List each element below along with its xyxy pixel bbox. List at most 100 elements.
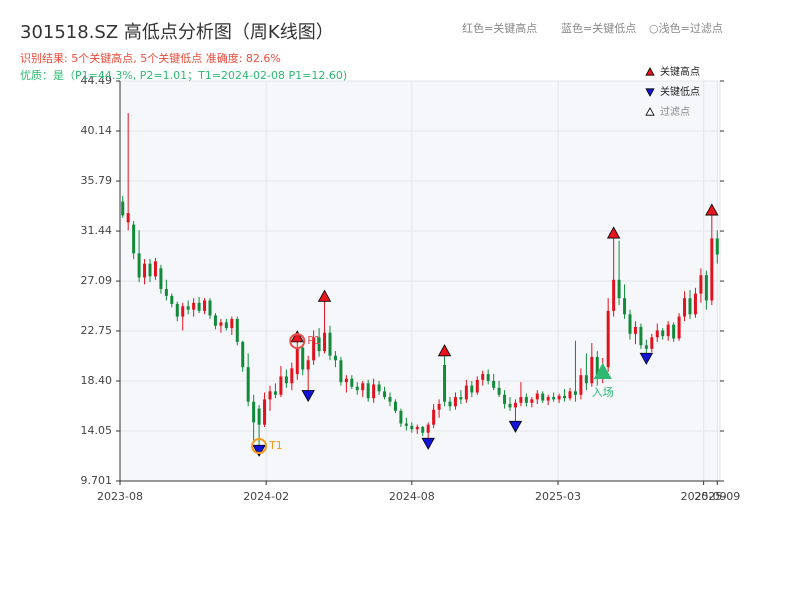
candle-body <box>426 424 430 433</box>
candle-body <box>497 387 501 395</box>
candle-body <box>361 383 365 391</box>
candle-body <box>246 367 250 402</box>
key-point <box>252 444 266 457</box>
candle-body <box>557 395 561 400</box>
key-point <box>421 437 435 450</box>
key-point <box>290 330 304 343</box>
candle-body <box>661 330 665 337</box>
candle-body <box>470 385 474 393</box>
candle-body <box>513 402 517 408</box>
candle-body <box>650 337 654 349</box>
legend-label: 过滤点 <box>660 105 690 118</box>
candle-body <box>464 385 468 400</box>
candle-body <box>241 341 245 368</box>
entry-marker <box>593 362 612 379</box>
candle-body <box>175 303 179 317</box>
annotation-ring <box>289 333 306 350</box>
candle-body <box>148 263 152 277</box>
candle-body <box>295 347 299 375</box>
candle-body <box>655 330 659 338</box>
candle-body <box>688 298 692 315</box>
candle-body <box>208 300 212 316</box>
annotation-ring <box>251 438 268 455</box>
candle-body <box>350 378 354 387</box>
candle-body <box>672 324 676 339</box>
candle-body <box>453 397 457 407</box>
legend-marker <box>645 107 655 116</box>
candle-body <box>317 337 321 352</box>
key-point <box>508 420 523 433</box>
candle-body <box>475 379 479 393</box>
candle-body <box>508 403 512 408</box>
candle-body <box>312 337 316 361</box>
candle-body <box>170 295 174 304</box>
candle-body <box>541 393 545 401</box>
candle-body <box>279 376 283 395</box>
key-point <box>317 289 332 302</box>
candle-body <box>595 356 599 379</box>
candle-body <box>546 397 550 401</box>
candle-body <box>164 288 168 296</box>
candle-body <box>366 383 370 399</box>
x-tick-label: 2024-02 <box>243 490 289 503</box>
candle-body <box>257 408 261 425</box>
candle-body <box>137 253 141 278</box>
candle-body <box>213 315 217 326</box>
candle-body <box>132 224 136 254</box>
candle-body <box>159 268 163 289</box>
candle-body <box>203 300 207 311</box>
candle-body <box>503 394 507 404</box>
candle-body <box>677 316 681 339</box>
y-tick-label: 35.79 <box>81 174 113 187</box>
legend-label: 关键低点 <box>660 85 700 98</box>
candle-body <box>383 391 387 398</box>
candle-body <box>301 347 305 370</box>
candle-body <box>126 213 130 223</box>
candle-body <box>333 355 337 361</box>
candle-body <box>197 302 201 311</box>
candle-body <box>421 426 425 433</box>
candle-body <box>644 345 648 349</box>
candle-body <box>355 386 359 391</box>
candle-body <box>568 391 572 399</box>
candle-body <box>552 397 556 400</box>
candle-body <box>448 401 452 407</box>
candle-body <box>143 263 147 278</box>
key-point <box>639 352 654 365</box>
x-tick-label: 2025-09 <box>694 490 740 503</box>
candle-body <box>393 401 397 411</box>
candle-body <box>666 324 670 337</box>
chart-title: 301518.SZ 高低点分析图（周K线图） <box>20 22 334 43</box>
candle-body <box>639 326 643 346</box>
candle-body <box>290 368 294 384</box>
candle-body <box>230 318 234 329</box>
candle-body <box>437 403 441 410</box>
candle-body <box>235 318 239 342</box>
annotation-label: T1 <box>268 439 283 452</box>
y-tick-label: 27.09 <box>81 274 113 287</box>
candle-body <box>121 201 125 216</box>
candle-body <box>344 378 348 383</box>
candle-body <box>263 399 267 425</box>
x-tick-label: 2023-08 <box>97 490 143 503</box>
candle-body <box>612 279 616 311</box>
key-point <box>301 390 315 403</box>
candle-body <box>284 376 288 384</box>
candle-body <box>590 356 594 384</box>
candle-body <box>410 425 414 430</box>
candle-body <box>606 310 610 368</box>
candle-body <box>481 374 485 380</box>
legend-marker <box>645 88 655 97</box>
candle-body <box>372 384 376 399</box>
y-tick-label: 31.44 <box>81 224 113 237</box>
candle-body <box>306 360 310 370</box>
candle-body <box>710 238 714 301</box>
x-tick-label: 2025-09 <box>681 490 727 503</box>
color-note: 红色=关键高点 <box>462 21 537 35</box>
y-tick-label: 40.14 <box>81 124 113 137</box>
candle-body <box>704 275 708 301</box>
candle-body <box>328 332 332 356</box>
legend-marker <box>645 67 655 76</box>
candle-body <box>323 332 327 352</box>
